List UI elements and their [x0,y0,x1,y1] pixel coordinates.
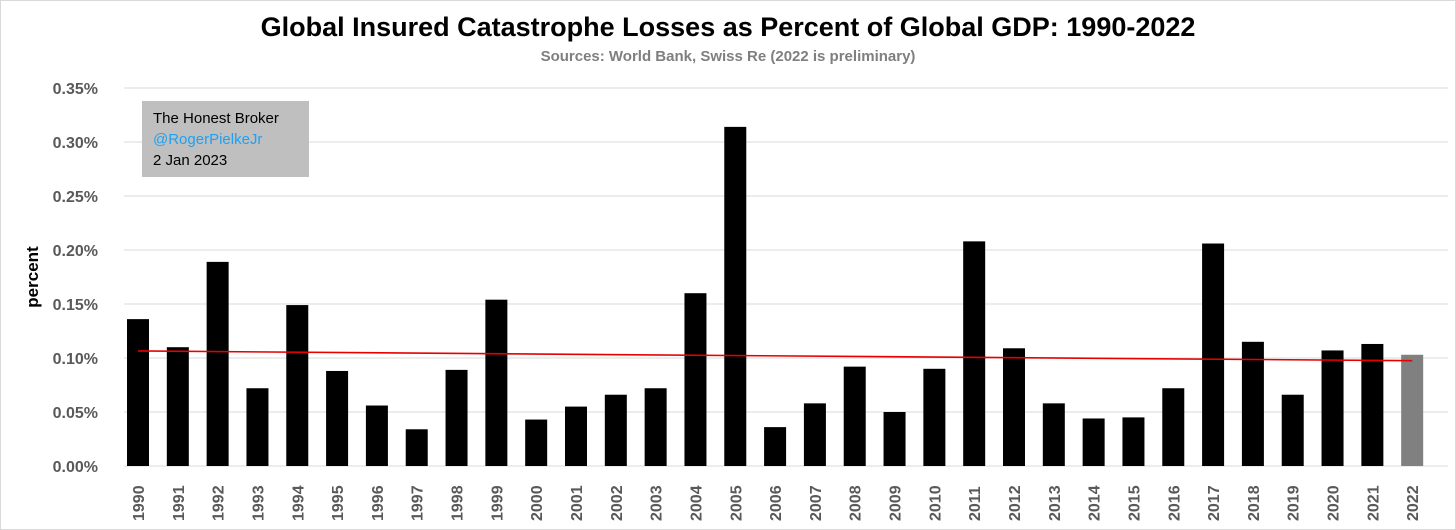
x-tick-label: 1999 [489,485,506,521]
x-tick-label: 2003 [649,485,666,521]
bar-1990 [127,319,149,466]
bar-1995 [326,370,349,466]
x-tick-label: 2018 [1246,485,1263,521]
bar-2004 [684,293,707,466]
bar-1998 [445,369,468,466]
bar-2006 [764,427,787,466]
x-tick-label: 2022 [1405,485,1422,521]
x-tick-label: 2013 [1047,485,1064,521]
x-tick-label: 2012 [1007,485,1024,521]
bar-1994 [286,305,309,466]
watermark-date: 2 Jan 2023 [153,152,228,169]
x-axis-ticks: 1990 1991 1992 1993 1994 1995 1996 1997 1998 1999… [131,485,1422,521]
bar-2020 [1321,350,1344,466]
bar-2013 [1042,403,1065,466]
bar-2000 [525,419,548,466]
bars [127,126,1424,466]
bar-2003 [644,388,667,466]
x-tick-label: 2015 [1126,485,1143,521]
y-tick-label: 0.30% [53,135,98,152]
x-tick-label: 1998 [450,485,467,521]
bar-2014 [1082,418,1105,466]
x-tick-label: 2019 [1286,485,1303,521]
x-tick-label: 1990 [131,485,148,521]
trendline-group [137,350,1413,362]
x-tick-label: 2009 [888,485,905,521]
bar-2010 [923,368,946,466]
watermark-title: The Honest Broker [153,110,279,127]
x-tick-label: 2021 [1365,485,1382,521]
x-tick-label: 2010 [927,485,944,521]
bar-2005 [724,126,747,466]
x-tick-label: 1995 [330,485,347,521]
y-tick-label: 0.00% [53,459,98,476]
bar-1993 [246,388,269,466]
y-tick-label: 0.10% [53,351,98,368]
x-tick-label: 1993 [250,485,267,521]
x-tick-label: 2017 [1206,485,1223,521]
x-tick-label: 1991 [171,485,188,521]
bar-2021 [1361,343,1384,466]
bar-2012 [1003,348,1025,466]
y-tick-label: 0.25% [53,189,98,206]
bar-2009 [883,412,906,466]
bar-2018 [1241,341,1264,466]
bar-2008 [843,366,866,466]
x-tick-label: 2006 [768,485,785,521]
x-tick-label: 2016 [1166,485,1183,521]
x-tick-label: 1992 [211,485,228,521]
bar-2019 [1281,394,1304,466]
y-tick-label: 0.20% [53,243,98,260]
chart-title: Global Insured Catastrophe Losses as Per… [260,12,1196,42]
bar-2022 [1401,354,1424,466]
bar-2001 [565,406,587,466]
bar-2016 [1162,388,1185,466]
bar-1991 [166,347,189,466]
y-axis-ticks: 0.00% 0.05% 0.10% 0.15% 0.20% 0.25% 0.30% 0.35% [53,81,98,476]
y-tick-label: 0.05% [53,405,98,422]
x-tick-label: 1997 [410,485,427,521]
x-tick-label: 2007 [808,485,825,521]
bar-2017 [1202,243,1225,466]
trendline [137,350,1413,362]
bar-2011 [963,241,986,466]
x-tick-label: 2004 [688,485,705,521]
bar-1997 [405,429,428,466]
chart-subtitle: Sources: World Bank, Swiss Re (2022 is p… [540,48,916,65]
bar-2007 [803,403,826,466]
x-tick-label: 2008 [848,485,865,521]
bar-1996 [365,405,388,466]
x-tick-label: 2014 [1087,485,1104,521]
twitter-handle-link[interactable]: @RogerPielkeJr [153,131,263,148]
x-tick-label: 2005 [728,485,745,521]
bar-1999 [485,299,508,466]
bar-1992 [206,261,229,466]
bar-2015 [1122,417,1145,466]
x-tick-label: 2020 [1326,485,1343,521]
watermark-box: The Honest Broker @RogerPielkeJr 2 Jan 2… [142,101,309,177]
gridlines [124,87,1448,467]
y-axis-label: percent [23,246,42,308]
y-tick-label: 0.35% [53,81,98,98]
x-tick-label: 1996 [370,485,387,521]
x-tick-label: 2001 [569,485,586,521]
x-tick-label: 1994 [290,485,307,521]
bar-2002 [604,394,627,466]
x-tick-label: 2002 [609,485,626,521]
x-tick-label: 2000 [529,485,546,521]
x-tick-label: 2011 [967,486,984,521]
y-tick-label: 0.15% [53,297,98,314]
